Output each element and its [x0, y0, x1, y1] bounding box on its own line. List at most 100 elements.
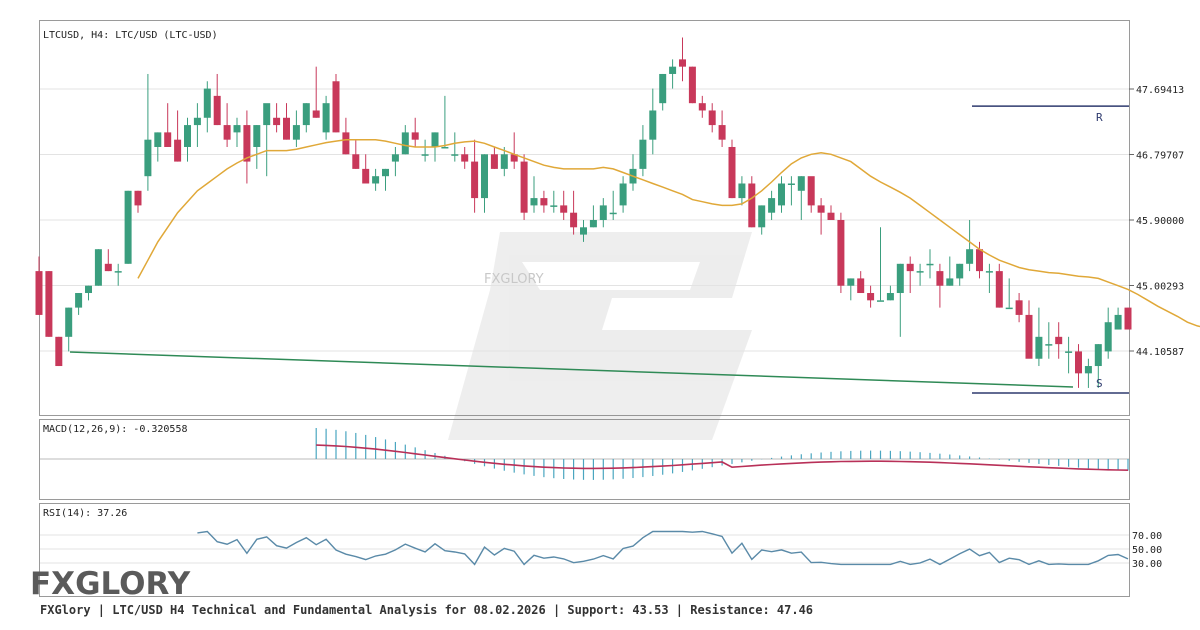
- candle-body: [1035, 336, 1043, 359]
- candle-body: [708, 110, 716, 126]
- candle-body: [698, 103, 706, 111]
- candle-body: [619, 183, 627, 206]
- candle-body: [1104, 322, 1112, 352]
- candle-body: [758, 205, 766, 228]
- candles: [35, 37, 1132, 388]
- macd-title: MACD(12,26,9): -0.320558: [43, 424, 188, 435]
- candle-body: [292, 125, 300, 140]
- candle-body: [55, 336, 63, 367]
- rsi-line: [197, 530, 1129, 566]
- watermark-logo-icon: [448, 232, 752, 440]
- candle-body: [431, 132, 439, 147]
- candle-body: [1005, 307, 1013, 310]
- candle-body: [352, 154, 360, 169]
- candle-body: [530, 198, 538, 206]
- candle-body: [837, 220, 845, 286]
- candle-body: [372, 176, 380, 184]
- candle-body: [659, 73, 667, 104]
- moving-average: [137, 138, 1200, 328]
- candle-body: [203, 88, 211, 118]
- candle-body: [104, 263, 112, 272]
- candle-body: [1025, 314, 1033, 359]
- candle-body: [669, 66, 677, 74]
- candle-body: [1045, 344, 1053, 346]
- candle-body: [985, 271, 993, 273]
- brand-logo: FXGLORY: [30, 566, 191, 602]
- rsi-tick-label: 50.00: [1132, 545, 1162, 556]
- candle-body: [154, 132, 162, 147]
- candle-body: [896, 263, 904, 294]
- candle-body: [916, 271, 924, 273]
- candle-body: [263, 103, 271, 126]
- y-tick-label: 47.69413: [1136, 85, 1184, 96]
- price-grid: [40, 88, 1129, 352]
- macd-signal-line: [316, 444, 1129, 471]
- candle-body: [1124, 307, 1132, 330]
- candle-body: [639, 139, 647, 169]
- candle-body: [184, 125, 191, 147]
- candle-body: [94, 249, 102, 286]
- candle-body: [461, 154, 469, 162]
- candle-body: [510, 154, 518, 162]
- y-tick-label: 45.90000: [1136, 216, 1184, 227]
- candle-body: [946, 278, 954, 286]
- resistance-label: R: [1096, 111, 1103, 124]
- rsi-title: RSI(14): 37.26: [43, 508, 127, 519]
- candle-body: [75, 293, 83, 308]
- candle-body: [441, 146, 449, 149]
- candle-body: [1114, 314, 1122, 330]
- y-tick-label: 44.10587: [1136, 347, 1184, 358]
- candle-body: [1075, 351, 1082, 374]
- candle-body: [1015, 300, 1023, 315]
- candle-body: [609, 212, 617, 215]
- candle-body: [500, 154, 508, 169]
- rsi-tick-label: 30.00: [1132, 559, 1162, 570]
- candle-body: [243, 125, 251, 162]
- candle-body: [65, 307, 73, 337]
- candle-body: [540, 198, 548, 206]
- candle-body: [936, 271, 944, 286]
- candle-body: [134, 190, 142, 206]
- candle-body: [273, 117, 281, 126]
- candle-body: [342, 132, 350, 155]
- candle-body: [421, 154, 429, 156]
- candle-body: [35, 271, 43, 315]
- candle-body: [560, 205, 568, 213]
- support-label: S: [1096, 377, 1103, 390]
- candle-body: [748, 183, 756, 228]
- candle-body: [85, 285, 92, 294]
- candle-body: [411, 132, 419, 140]
- candle-body: [976, 249, 983, 272]
- candle-body: [223, 125, 231, 140]
- candle-body: [906, 263, 914, 272]
- price-axis: 47.69413 46.79707 45.90000 45.00293 44.10587: [1129, 85, 1184, 358]
- candle-body: [570, 212, 578, 228]
- candle-body: [550, 205, 558, 207]
- candle-body: [599, 205, 607, 220]
- candle-body: [589, 220, 597, 228]
- candle-body: [114, 271, 122, 273]
- candle-body: [966, 249, 974, 264]
- candle-body: [857, 278, 865, 294]
- candle-body: [520, 161, 528, 213]
- candle-body: [391, 154, 399, 162]
- candle-body: [580, 227, 587, 235]
- candle-body: [332, 81, 340, 133]
- candle-body: [995, 271, 1003, 308]
- candle-body: [718, 125, 726, 140]
- candle-body: [401, 132, 409, 155]
- candle-body: [490, 154, 498, 169]
- candle-body: [1055, 336, 1063, 345]
- candle-body: [956, 263, 964, 279]
- candle-body: [649, 110, 657, 140]
- candle-body: [886, 293, 894, 301]
- footer-caption: FXGlory | LTC/USD H4 Technical and Funda…: [40, 603, 814, 617]
- candle-body: [322, 103, 330, 133]
- candle-body: [847, 278, 855, 286]
- watermark-text: FXGLORY: [484, 272, 544, 287]
- candle-body: [45, 271, 53, 337]
- macd-histogram: [40, 428, 1129, 480]
- candle-body: [817, 205, 825, 213]
- rsi-tick-label: 70.00: [1132, 531, 1162, 542]
